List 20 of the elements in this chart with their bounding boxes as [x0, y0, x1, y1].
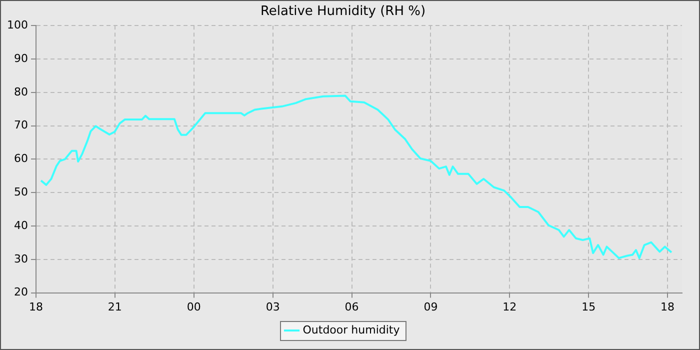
y-tick-label: 20 — [14, 286, 28, 299]
y-tick-label: 70 — [14, 118, 28, 132]
chart-title: Relative Humidity (RH %) — [260, 4, 426, 20]
x-tick-label: 00 — [186, 300, 201, 314]
y-tick-label: 60 — [14, 152, 28, 166]
x-tick-label: 12 — [502, 300, 517, 314]
y-tick-label: 50 — [14, 185, 28, 198]
y-tick-label: 100 — [6, 18, 28, 32]
x-tick-label: 18 — [28, 300, 43, 314]
y-tick-label: 90 — [14, 52, 28, 65]
x-tick-label: 09 — [424, 300, 438, 314]
x-tick-label: 03 — [266, 300, 280, 314]
x-tick-label: 18 — [660, 300, 675, 314]
legend-label: Outdoor humidity — [302, 323, 400, 336]
y-tick-label: 80 — [14, 85, 28, 98]
y-tick-label: 40 — [14, 218, 28, 232]
x-tick-label: 15 — [582, 300, 596, 314]
y-tick-label: 30 — [14, 252, 28, 266]
x-tick-label: 06 — [344, 300, 359, 314]
x-tick-label: 21 — [108, 300, 122, 314]
